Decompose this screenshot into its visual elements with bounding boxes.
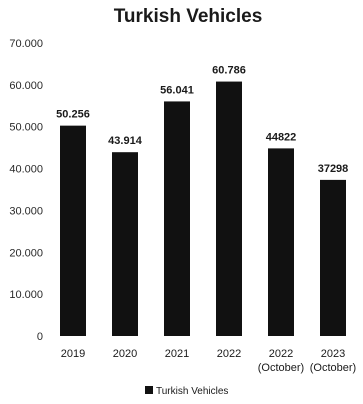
x-tick-label: (October) [310, 362, 356, 374]
legend-label: Turkish Vehicles [156, 386, 228, 397]
bar [320, 179, 346, 336]
legend: Turkish Vehicles [145, 386, 228, 397]
x-tick-label: (October) [258, 362, 304, 374]
y-tick-label: 50.000 [9, 122, 43, 134]
x-tick-label: 2021 [165, 348, 189, 360]
x-axis: 2019 2020 2021 2022 2022 (October) 2023 (Octobe… [61, 348, 356, 374]
bar [268, 148, 294, 336]
data-label: 37298 [318, 163, 349, 175]
bar [216, 81, 242, 336]
chart-title: Turkish Vehicles [114, 6, 263, 27]
x-tick-label: 2022 [269, 348, 293, 360]
y-tick-label: 10.000 [9, 289, 43, 301]
data-label: 50.256 [56, 109, 90, 121]
bar [60, 125, 86, 336]
x-tick-label: 2019 [61, 348, 85, 360]
x-tick-label: 2020 [113, 348, 137, 360]
bar-series: 50.256 43.914 56.041 60.786 44822 37298 [56, 65, 349, 337]
data-label: 43.914 [108, 135, 143, 147]
x-tick-label: 2022 [217, 348, 241, 360]
y-tick-label: 60.000 [9, 80, 43, 92]
bar [164, 101, 190, 337]
data-label: 60.786 [212, 65, 246, 77]
y-axis: 0 10.000 20.000 30.000 40.000 50.000 60.000 70.… [9, 38, 43, 343]
y-tick-label: 0 [37, 331, 43, 343]
y-tick-label: 20.000 [9, 247, 43, 259]
data-label: 56.041 [160, 84, 194, 96]
legend-swatch [145, 386, 153, 394]
x-tick-label: 2023 [321, 348, 345, 360]
y-tick-label: 40.000 [9, 164, 43, 176]
bar [112, 152, 138, 336]
y-tick-label: 70.000 [9, 38, 43, 50]
y-tick-label: 30.000 [9, 205, 43, 217]
data-label: 44822 [266, 131, 297, 143]
